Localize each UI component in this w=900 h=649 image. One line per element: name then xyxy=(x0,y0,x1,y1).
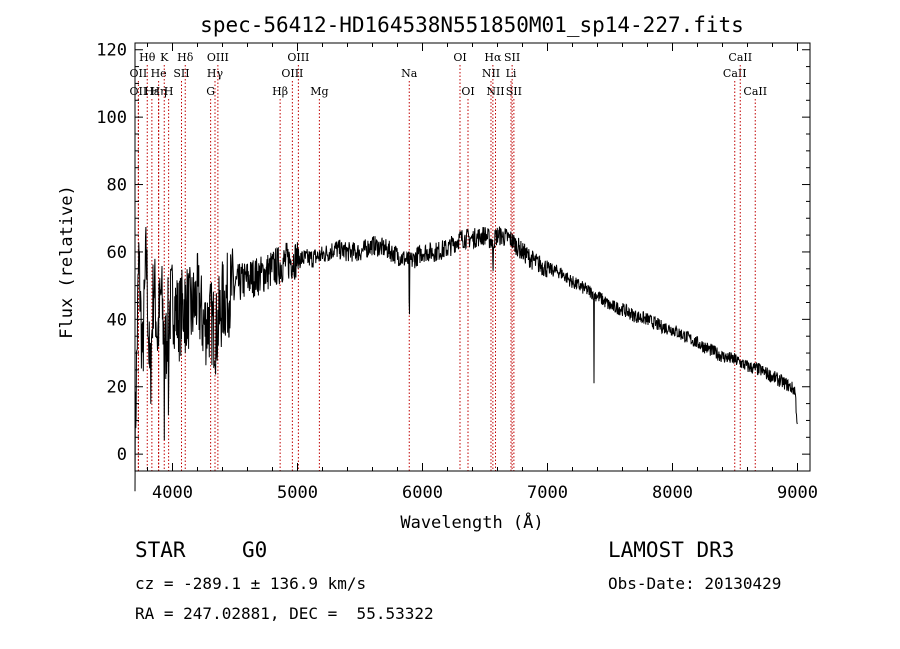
observation-date: Obs-Date: 20130429 xyxy=(608,574,782,593)
plot-frame xyxy=(134,42,811,472)
x-axis-label: Wavelength (Å) xyxy=(400,511,543,533)
x-axis-ticks: 4000 5000 6000 7000 8000 9000 xyxy=(147,43,818,503)
spectral-line-label: Hε xyxy=(144,85,160,98)
spectral-line-label: OI xyxy=(453,51,466,64)
x-tick-label: 5000 xyxy=(277,483,318,503)
spectral-line-label: NII xyxy=(486,85,504,98)
y-axis-ticks: 0 20 40 60 80 100 120 xyxy=(96,41,810,465)
spectral-line-label: Li xyxy=(506,67,517,80)
spectral-line-label: Hγ xyxy=(207,67,224,80)
y-axis-label: Flux (relative) xyxy=(57,185,77,339)
spectral-line-label: Hθ xyxy=(139,51,156,64)
spectral-line-label: Na xyxy=(401,67,418,80)
spectral-line-label: Hβ xyxy=(272,85,288,98)
spectral-line-label: OIII xyxy=(281,67,303,80)
y-tick-label: 40 xyxy=(107,310,127,330)
redshift-cz: cz = -289.1 ± 136.9 km/s xyxy=(135,574,367,593)
y-tick-label: 100 xyxy=(96,108,127,128)
spectral-line-label: H xyxy=(164,85,174,98)
coordinates: RA = 247.02881, DEC = 55.53322 xyxy=(135,604,434,623)
spectral-line-label: Hδ xyxy=(177,51,194,64)
y-tick-label: 0 xyxy=(117,445,127,465)
spectral-line-label: OII xyxy=(130,85,148,98)
x-tick-label: 6000 xyxy=(402,483,443,503)
spectrum-series xyxy=(134,226,798,492)
x-tick-label: 9000 xyxy=(777,483,818,503)
spectral-line-label: He xyxy=(151,67,167,80)
spectral-line-label: OIII xyxy=(287,51,309,64)
spectral-line-label: K xyxy=(160,51,169,64)
spectral-line-label: SII xyxy=(504,51,520,64)
x-tick-label: 8000 xyxy=(652,483,693,503)
spectral-line-label: OII xyxy=(130,67,148,80)
spectral-line-label: SII xyxy=(173,67,189,80)
chart-title: spec-56412-HD164538N551850M01_sp14-227.f… xyxy=(200,13,744,37)
x-tick-label: 4000 xyxy=(152,483,193,503)
object-type: STAR xyxy=(135,538,186,562)
spectral-line-label: CaII xyxy=(728,51,752,64)
y-tick-label: 60 xyxy=(107,243,127,263)
spectral-line-label: CaII xyxy=(743,85,767,98)
spectral-line-label: SII xyxy=(506,85,522,98)
spectral-line-label: NII xyxy=(482,67,500,80)
spectral-line-label: Hη xyxy=(151,85,167,98)
spectral-line-label: Hα xyxy=(484,51,502,64)
y-tick-label: 20 xyxy=(107,378,127,398)
spectral-line-label: OIII xyxy=(207,51,229,64)
object-subclass: G0 xyxy=(242,538,268,562)
spectral-line-label: Mg xyxy=(310,85,328,98)
survey-name: LAMOST DR3 xyxy=(608,538,735,562)
y-tick-label: 120 xyxy=(96,41,127,61)
spectral-line-label: G xyxy=(206,85,215,98)
spectrum-flux-line xyxy=(134,226,798,492)
spectral-line-markers: OII OII Hθ Hε He Hη K H SII Hδ OIII Hγ G Hβ OIII OIII Mg… xyxy=(130,51,767,471)
spectral-line-label: CaII xyxy=(723,67,747,80)
spectral-line-label: OI xyxy=(461,85,474,98)
x-tick-label: 7000 xyxy=(527,483,568,503)
y-tick-label: 80 xyxy=(107,176,127,196)
